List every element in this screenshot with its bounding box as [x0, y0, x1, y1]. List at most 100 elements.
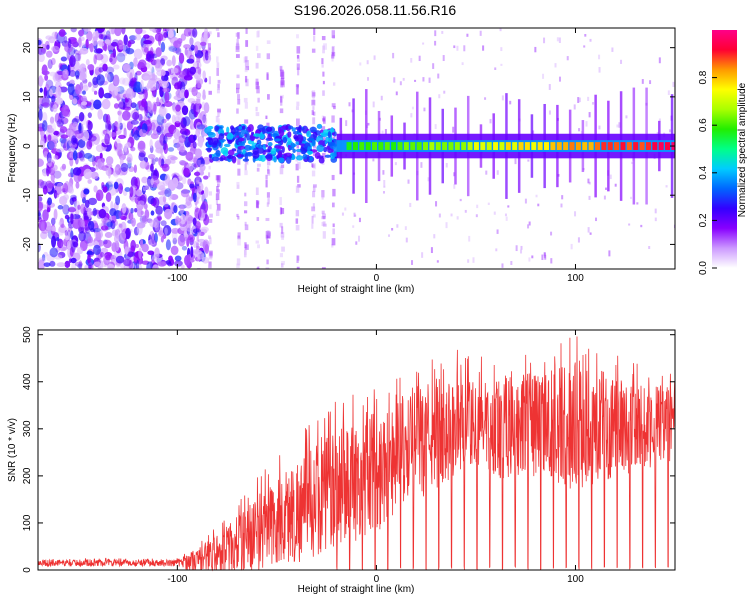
spectrogram-cell — [311, 139, 316, 147]
spectrogram-cell — [165, 239, 171, 251]
spectrogram-cell — [366, 60, 369, 65]
spectrogram-cell — [438, 213, 441, 218]
y-tick-label: 400 — [22, 373, 33, 390]
spectrogram-cell — [177, 234, 186, 247]
spectrogram-cell — [311, 48, 316, 53]
spectrogram-cell — [542, 73, 545, 79]
spectrogram-cell — [69, 70, 77, 77]
spectrogram-cell — [280, 99, 283, 106]
spectrogram-cell — [54, 31, 58, 40]
spectrogram-cell — [151, 232, 156, 245]
spectrogram-cell — [41, 120, 48, 132]
spectrogram-cell — [153, 251, 160, 260]
spectrogram-cell — [143, 40, 153, 45]
spectrogram-cell — [48, 139, 57, 150]
spectrogram-cell — [160, 220, 167, 227]
snr-y-label: SNR (10 * v/v) — [7, 418, 18, 482]
spectrogram-cell — [256, 267, 260, 269]
spectrogram-cell — [255, 45, 259, 51]
spectrogram-cell — [80, 95, 88, 103]
spectrogram-cell — [382, 191, 385, 194]
spectrogram-cell — [416, 142, 422, 150]
spectrogram-cell — [131, 77, 137, 82]
spectrogram-cell — [281, 207, 285, 214]
spectrogram-cell — [118, 183, 123, 195]
spectrogram-cell — [394, 162, 397, 166]
spectrogram-cell — [216, 88, 220, 94]
spectrogram-cell — [544, 254, 547, 260]
spectrogram-cell — [255, 240, 259, 244]
spectrogram-cell — [197, 74, 201, 81]
spectrogram-cell — [103, 239, 112, 249]
spectrogram-cell — [196, 234, 199, 242]
spectrogram-cell — [115, 255, 125, 264]
x-tick-label: 0 — [374, 273, 380, 284]
spectrogram-cell — [119, 231, 127, 241]
spectrogram-cell — [138, 247, 142, 259]
spectrogram-cell — [38, 219, 47, 232]
snr-y-ticks: 0 100 200 300 400 500 — [22, 326, 675, 573]
spectrogram-cell — [265, 174, 268, 180]
spectrogram-cell — [196, 79, 201, 88]
spectrogram-cell — [169, 73, 176, 80]
spectrogram-cell — [134, 33, 142, 41]
spectrogram-cell — [53, 155, 59, 160]
spectrogram-cell — [88, 264, 92, 269]
spectrogram-cell — [665, 185, 668, 188]
spectrogram-cell — [160, 41, 166, 53]
spectrogram-cell — [152, 217, 159, 229]
spectrogram-cell — [38, 39, 42, 46]
spectrogram-cell — [163, 135, 168, 144]
spectrogram-cell — [53, 71, 59, 83]
spectrogram-cell — [292, 148, 296, 153]
spectrogram-cell — [38, 180, 45, 189]
y-tick-label: 200 — [22, 467, 33, 484]
spectrogram-cell — [122, 63, 131, 72]
spectrogram-cell — [58, 29, 66, 37]
spectrogram-cell — [321, 133, 328, 138]
spectrogram-cell — [160, 235, 164, 243]
spectrogram-cell — [255, 106, 258, 112]
spectrogram-cell — [316, 123, 323, 129]
spectrogram-cell — [172, 47, 181, 54]
spectrogram-cell — [62, 69, 69, 79]
spectrogram-cell — [100, 251, 105, 258]
spectrogram-cell — [203, 31, 208, 43]
spectrogram-cell — [57, 205, 64, 210]
spectrogram-cell — [475, 214, 478, 218]
spectrogram-cell — [384, 142, 390, 150]
spectrogram-cell — [312, 184, 317, 188]
spectrogram-cell — [358, 235, 361, 242]
spectrogram-cell — [40, 222, 45, 231]
spectrogram-cell — [620, 142, 626, 150]
spectrogram-cell — [487, 202, 490, 205]
spectrogram-cell — [630, 196, 633, 200]
spectrogram-cell — [220, 147, 229, 155]
spectrogram-cell — [174, 116, 180, 122]
spectrogram-cell — [39, 137, 46, 150]
spectrogram-cell — [528, 257, 531, 262]
spectrogram-cell — [41, 96, 51, 109]
spectrogram-cell — [113, 64, 120, 70]
spectrogram-cell — [171, 114, 176, 124]
spectrogram-cell — [569, 142, 575, 150]
spectrogram-cell — [636, 202, 639, 205]
spectrogram-cell — [237, 215, 240, 220]
spectrogram-cell — [182, 116, 191, 127]
spectrogram-cell — [114, 138, 121, 148]
spectrogram-cell — [244, 60, 249, 67]
spectrogram-cell — [309, 156, 313, 161]
spectrogram-cell — [583, 45, 586, 48]
spectrogram-cell — [245, 244, 249, 250]
spectrogram-cell — [196, 93, 201, 98]
spectrogram-cell — [135, 70, 142, 76]
spectrogram-cell — [165, 113, 171, 120]
spectrogram-cell — [442, 55, 445, 62]
spectrogram-cell — [95, 230, 101, 243]
spectrogram-cell — [55, 97, 64, 105]
spectrogram-cell — [114, 164, 122, 175]
spectrogram-cell — [69, 246, 74, 257]
spectrogram-cell — [155, 142, 162, 153]
spectrogram-cell — [453, 45, 456, 49]
spectrogram-cell — [279, 166, 284, 175]
